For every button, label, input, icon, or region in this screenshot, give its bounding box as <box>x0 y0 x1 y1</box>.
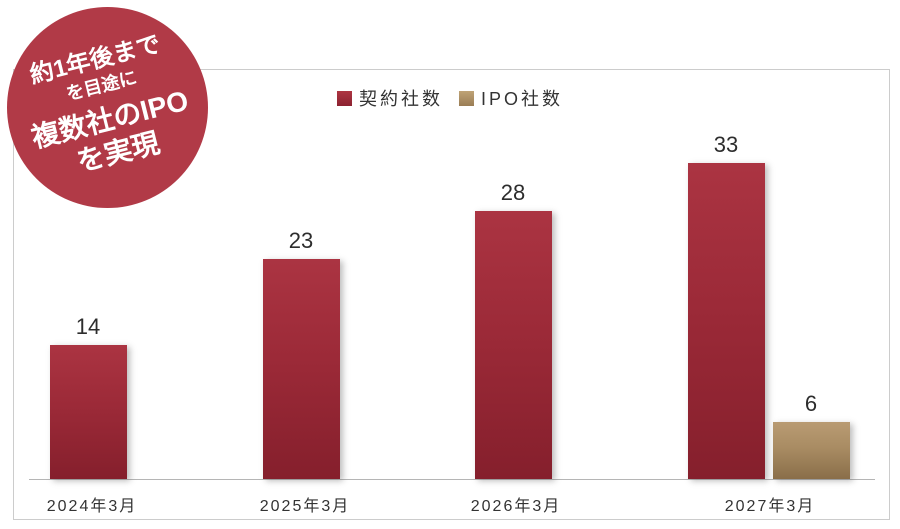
x-axis-label-2026: 2026年3月 <box>470 498 562 515</box>
legend-item-ipo: IPO社数 <box>458 85 564 111</box>
x-axis-label-2027: 2027年3月 <box>724 498 816 515</box>
legend-swatch-contracts-icon <box>336 90 352 106</box>
value-label-contracts-2027: 33 <box>713 131 739 157</box>
value-label-contracts-2025: 23 <box>288 227 314 253</box>
legend-label-contracts: 契約社数 <box>358 89 443 109</box>
value-label-ipo-2027: 6 <box>804 390 818 416</box>
legend-swatch-ipo-icon <box>458 90 474 106</box>
bar-contracts-2024 <box>50 345 127 479</box>
legend: 契約社数 IPO社数 <box>336 85 564 111</box>
value-label-contracts-2026: 28 <box>500 179 526 205</box>
bar-ipo-2027 <box>773 422 850 479</box>
bar-contracts-2027 <box>688 163 765 479</box>
x-axis-label-2025: 2025年3月 <box>259 498 351 515</box>
callout-badge-text: 約1年後まで を目途に 複数社のIPO を実現 <box>15 27 201 188</box>
legend-item-contracts: 契約社数 <box>336 85 443 111</box>
value-label-contracts-2024: 14 <box>75 313 101 339</box>
x-axis-label-2024: 2024年3月 <box>46 498 138 515</box>
bar-contracts-2025 <box>263 259 340 479</box>
x-axis-line <box>29 479 875 480</box>
legend-label-ipo: IPO社数 <box>480 89 564 109</box>
callout-badge: 約1年後まで を目途に 複数社のIPO を実現 <box>7 7 208 208</box>
bar-contracts-2026 <box>475 211 552 479</box>
